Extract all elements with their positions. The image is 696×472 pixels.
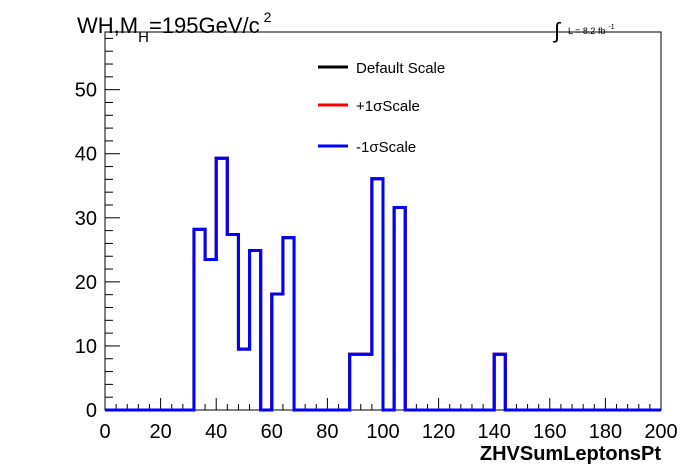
legend-label-default: Default Scale xyxy=(356,60,445,77)
legend-label-minus1sigma: -1σScale xyxy=(356,139,416,156)
y-tick-label: 0 xyxy=(86,400,97,422)
chart-title: WH,MH=195GeV/c 2 xyxy=(77,9,272,46)
x-tick-label: 140 xyxy=(478,421,511,443)
x-tick-label: 160 xyxy=(533,421,566,443)
x-tick-label: 40 xyxy=(205,421,227,443)
legend-label-plus1sigma: +1σScale xyxy=(356,98,420,115)
y-tick-label: 30 xyxy=(75,208,97,230)
x-tick-label: 200 xyxy=(644,421,677,443)
y-tick-label: 10 xyxy=(75,336,97,358)
y-tick-label: 50 xyxy=(75,80,97,102)
series-line-2 xyxy=(105,156,661,412)
x-tick-label: 60 xyxy=(261,421,283,443)
legend: Default Scale +1σScale -1σScale xyxy=(318,60,445,156)
x-tick-label: 180 xyxy=(589,421,622,443)
y-tick-label: 40 xyxy=(75,144,97,166)
x-tick-label: 20 xyxy=(149,421,171,443)
x-tick-labels: 0 20 40 60 80 100 120 140 160 180 200 xyxy=(99,421,677,443)
x-tick-label: 100 xyxy=(366,421,399,443)
y-tick-label: 20 xyxy=(75,272,97,294)
x-axis-title: ZHVSumLeptonsPt xyxy=(480,443,661,465)
x-tick-label: 120 xyxy=(422,421,455,443)
y-tick-labels: 0 10 20 30 40 50 xyxy=(75,80,97,422)
x-tick-label: 80 xyxy=(316,421,338,443)
x-tick-label: 0 xyxy=(99,421,110,443)
integral-symbol: ∫ xyxy=(552,18,562,43)
histogram-series xyxy=(105,156,661,412)
lumi-text: L = 8.2 fb -1 xyxy=(568,24,615,36)
